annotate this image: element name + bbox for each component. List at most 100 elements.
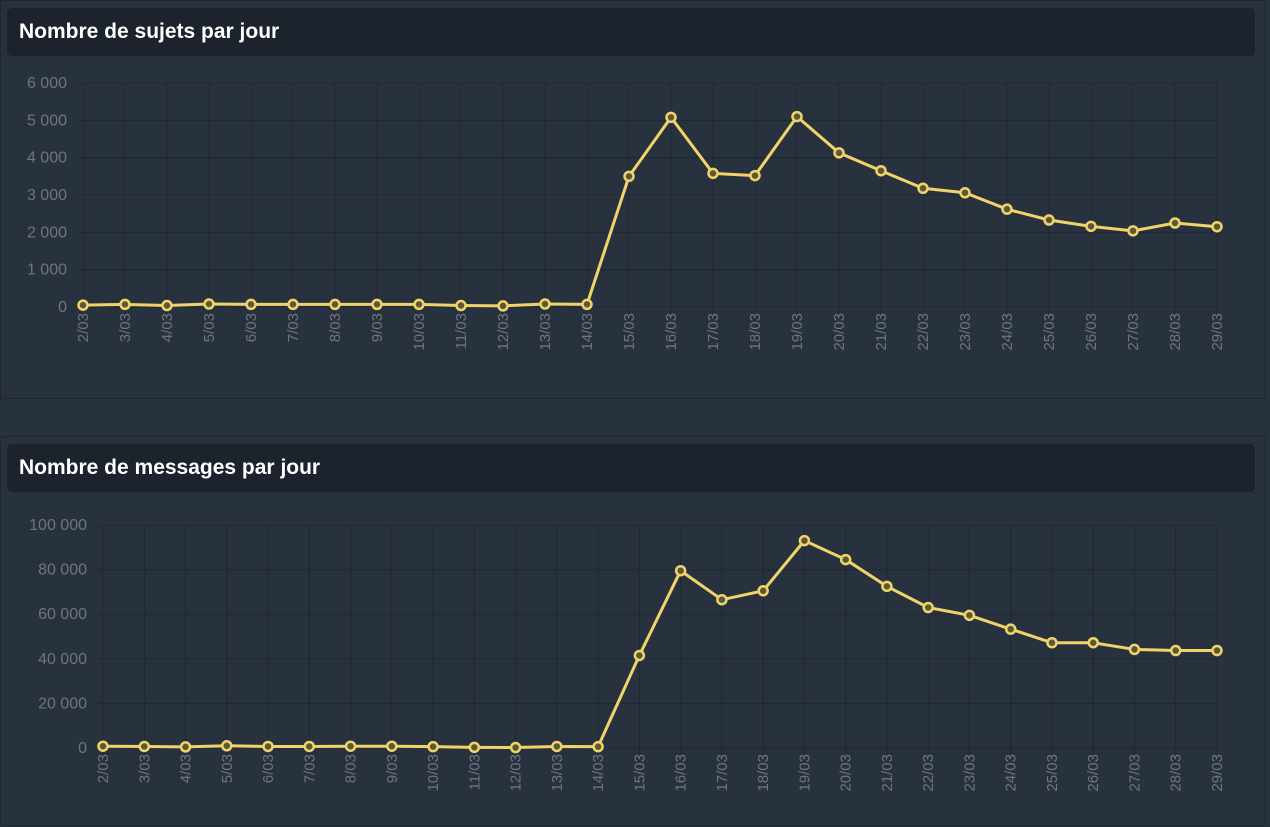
data-point[interactable] xyxy=(1211,220,1223,233)
data-point[interactable] xyxy=(371,298,383,311)
data-point[interactable] xyxy=(839,553,852,566)
topics-chart-header: Nombre de sujets par jour xyxy=(7,8,1255,56)
data-point[interactable] xyxy=(386,740,398,752)
data-point[interactable] xyxy=(245,298,257,311)
topics-grid xyxy=(77,82,1218,313)
data-point[interactable] xyxy=(1046,636,1058,649)
data-point[interactable] xyxy=(633,649,646,662)
y-tick-label: 100 000 xyxy=(29,517,87,534)
data-point[interactable] xyxy=(665,111,677,124)
x-tick-label: 13/03 xyxy=(549,754,566,792)
data-point[interactable] xyxy=(303,740,316,753)
data-point[interactable] xyxy=(329,298,341,311)
data-point[interactable] xyxy=(1169,644,1182,657)
x-tick-label: 20/03 xyxy=(831,313,848,351)
data-point[interactable] xyxy=(707,167,719,180)
data-point[interactable] xyxy=(623,170,635,183)
data-point[interactable] xyxy=(497,300,509,312)
x-tick-label: 11/03 xyxy=(453,313,470,349)
x-tick-label: 29/03 xyxy=(1209,313,1226,351)
data-point[interactable] xyxy=(963,609,976,622)
x-tick-label: 17/03 xyxy=(705,313,722,351)
data-point[interactable] xyxy=(221,740,233,752)
y-tick-label: 5 000 xyxy=(27,112,67,129)
data-point[interactable] xyxy=(1087,636,1099,649)
data-point[interactable] xyxy=(551,740,563,753)
y-tick-label: 20 000 xyxy=(38,695,87,712)
x-tick-label: 6/03 xyxy=(243,313,260,342)
x-tick-label: 14/03 xyxy=(590,754,607,792)
data-point[interactable] xyxy=(798,534,811,547)
data-point[interactable] xyxy=(287,298,299,311)
x-tick-label: 28/03 xyxy=(1168,754,1185,792)
data-point[interactable] xyxy=(1211,644,1223,657)
x-tick-label: 18/03 xyxy=(747,313,764,351)
x-tick-label: 24/03 xyxy=(999,313,1016,351)
data-point[interactable] xyxy=(791,110,803,123)
data-point[interactable] xyxy=(119,298,131,311)
data-point[interactable] xyxy=(413,298,425,311)
data-point[interactable] xyxy=(262,740,274,753)
x-tick-label: 18/03 xyxy=(755,754,772,792)
data-point[interactable] xyxy=(757,585,769,597)
data-point[interactable] xyxy=(749,169,761,182)
x-tick-label: 10/03 xyxy=(425,754,442,792)
data-point[interactable] xyxy=(922,601,934,614)
x-tick-label: 8/03 xyxy=(327,313,344,342)
data-point[interactable] xyxy=(455,299,467,312)
data-point[interactable] xyxy=(833,147,845,159)
topics-line-chart: 0 1 000 2 000 3 000 4 000 5 000 6 000 2/03 3/03 4… xyxy=(27,75,1226,351)
messages-line-chart: 0 20 000 40 000 60 000 80 000 100 000 2/03 3/03… xyxy=(29,517,1226,792)
data-point[interactable] xyxy=(716,593,728,606)
x-tick-label: 22/03 xyxy=(920,754,937,792)
x-tick-label: 6/03 xyxy=(260,754,277,783)
x-tick-label: 23/03 xyxy=(957,313,974,351)
data-point[interactable] xyxy=(77,299,89,311)
x-tick-label: 3/03 xyxy=(136,754,153,783)
data-point[interactable] xyxy=(97,740,109,752)
data-point[interactable] xyxy=(581,298,593,311)
x-tick-label: 11/03 xyxy=(466,754,483,790)
x-tick-label: 19/03 xyxy=(796,754,813,792)
data-point[interactable] xyxy=(138,740,151,753)
data-point[interactable] xyxy=(1127,225,1139,237)
x-tick-label: 5/03 xyxy=(219,754,236,783)
data-point[interactable] xyxy=(203,298,215,310)
data-point[interactable] xyxy=(881,580,893,593)
x-tick-label: 9/03 xyxy=(384,754,401,783)
y-tick-label: 0 xyxy=(78,740,87,757)
x-tick-label: 2/03 xyxy=(95,754,112,783)
x-tick-label: 29/03 xyxy=(1209,754,1226,792)
data-point[interactable] xyxy=(1043,214,1055,226)
x-tick-label: 25/03 xyxy=(1041,313,1058,351)
data-point[interactable] xyxy=(1085,220,1097,233)
data-point[interactable] xyxy=(427,740,439,753)
x-tick-label: 23/03 xyxy=(961,754,978,792)
data-point[interactable] xyxy=(161,299,173,312)
y-tick-label: 40 000 xyxy=(38,651,87,668)
x-tick-label: 15/03 xyxy=(621,313,638,351)
y-tick-label: 60 000 xyxy=(38,606,87,623)
data-point[interactable] xyxy=(1001,203,1013,215)
data-point[interactable] xyxy=(539,298,551,310)
data-point[interactable] xyxy=(509,741,522,754)
data-point[interactable] xyxy=(959,187,971,199)
data-point[interactable] xyxy=(917,182,929,195)
x-tick-label: 25/03 xyxy=(1044,754,1061,792)
x-tick-label: 13/03 xyxy=(537,313,554,351)
x-tick-label: 12/03 xyxy=(495,313,512,351)
data-point[interactable] xyxy=(468,741,481,754)
messages-chart-title: Nombre de messages par jour xyxy=(19,456,321,479)
y-tick-label: 1 000 xyxy=(27,262,67,279)
messages-chart-header: Nombre de messages par jour xyxy=(7,444,1255,492)
data-point[interactable] xyxy=(592,740,604,753)
data-point[interactable] xyxy=(1128,643,1141,656)
x-tick-label: 4/03 xyxy=(159,313,176,342)
data-point[interactable] xyxy=(674,564,687,577)
data-point[interactable] xyxy=(1004,623,1017,635)
x-tick-label: 15/03 xyxy=(631,754,648,792)
data-point[interactable] xyxy=(179,741,192,753)
data-point[interactable] xyxy=(344,740,357,752)
data-point[interactable] xyxy=(875,164,887,177)
data-point[interactable] xyxy=(1169,217,1181,229)
